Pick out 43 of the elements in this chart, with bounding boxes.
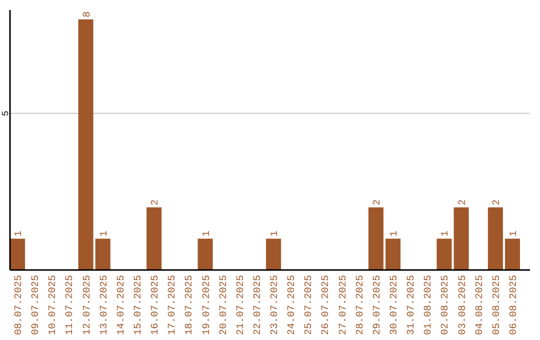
x-tick-label: 21.07.2025 [236,275,247,336]
x-tick-label: 13.07.2025 [99,275,110,336]
data-label: 1 [440,230,452,237]
x-tick-label: 25.07.2025 [304,275,316,336]
x-tick-label: 11.07.2025 [65,275,76,336]
data-label: 1 [14,230,26,237]
x-tick-label: 10.07.2025 [48,275,60,336]
x-tick-label: 31.07.2025 [406,275,418,336]
x-tick-label: 03.08.2025 [458,275,469,336]
x-tick-label: 08.07.2025 [14,275,26,336]
data-label: 1 [202,230,213,237]
x-tick-label: 22.07.2025 [252,275,264,336]
x-tick-label: 24.07.2025 [287,275,298,336]
x-tick-label: 26.07.2025 [321,275,332,336]
data-label: 1 [390,230,401,237]
x-tick-label: 09.07.2025 [31,275,42,336]
data-label: 8 [82,11,94,18]
data-label: 1 [99,230,110,237]
x-tick-label: 01.08.2025 [424,275,435,336]
y-tick-label: 5 [1,110,11,116]
x-tick-label: 30.07.2025 [390,275,401,336]
x-tick-label: 12.07.2025 [82,275,94,336]
x-tick-label: 15.07.2025 [133,275,144,336]
x-tick-label: 20.07.2025 [218,275,230,336]
x-tick-label: 29.07.2025 [372,275,384,336]
x-tick-label: 17.07.2025 [168,275,179,336]
x-tick-label: 28.07.2025 [355,275,366,336]
x-tick-label: 02.08.2025 [440,275,452,336]
data-label: 2 [458,199,469,206]
data-label: 1 [508,230,520,237]
x-tick-label: 19.07.2025 [202,275,213,336]
x-tick-label: 05.08.2025 [492,275,503,336]
data-label: 2 [372,199,384,206]
x-tick-label: 18.07.2025 [184,275,196,336]
data-label: 2 [150,199,162,206]
x-tick-label: 04.08.2025 [474,275,486,336]
x-tick-label: 14.07.2025 [116,275,128,336]
x-tick-label: 16.07.2025 [150,275,162,336]
data-label: 2 [492,199,503,206]
x-tick-label: 23.07.2025 [270,275,282,336]
data-label: 1 [270,230,282,237]
x-tick-label: 27.07.2025 [338,275,350,336]
x-tick-label: 06.08.2025 [508,275,520,336]
